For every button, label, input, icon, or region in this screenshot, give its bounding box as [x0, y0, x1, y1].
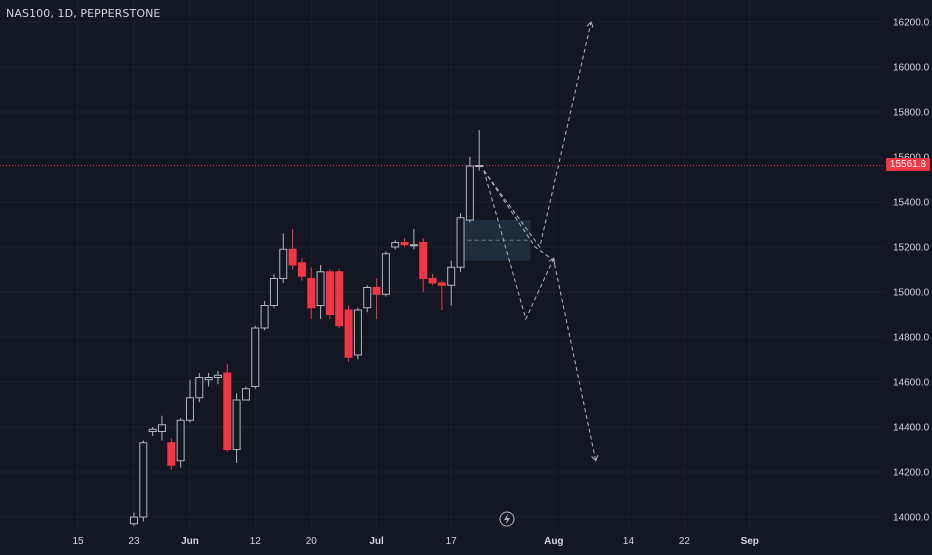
candle-body	[260, 305, 269, 329]
candle-body	[148, 428, 157, 432]
candle-body	[185, 397, 194, 421]
candle-body	[465, 165, 474, 221]
candle-body	[475, 165, 484, 168]
y-tick-label: 15800.0	[893, 108, 930, 119]
candle-body	[456, 217, 465, 268]
candle-body	[251, 327, 260, 387]
candle-body	[213, 374, 222, 378]
candle-body	[344, 309, 353, 358]
candle-body	[447, 266, 456, 286]
last-price-tag: 15561.8	[886, 158, 930, 171]
y-tick-label: 16200.0	[893, 18, 930, 29]
target-zone	[460, 220, 531, 261]
symbol-title: NAS100, 1D, PEPPERSTONE	[6, 7, 161, 20]
lightning-icon[interactable]	[499, 511, 515, 527]
projection-path	[483, 21, 592, 249]
x-tick-label: 23	[128, 536, 140, 547]
candle-body	[400, 242, 409, 246]
time-axis: 15 23 Jun 12 20 Jul 17 Aug 14 22 Sep	[72, 536, 758, 547]
candle-body	[419, 242, 428, 279]
x-tick-label: Aug	[544, 536, 563, 547]
candle-body	[279, 248, 288, 279]
candle-body	[157, 424, 166, 432]
candle-body	[129, 516, 138, 525]
candle-body	[269, 278, 278, 306]
candle-body	[223, 372, 232, 450]
y-tick-label: 16000.0	[893, 63, 930, 74]
candle-body	[297, 262, 306, 277]
projection-lines	[0, 21, 884, 462]
candle-body	[381, 253, 390, 295]
candle-body	[325, 271, 334, 315]
x-tick-label: 15	[72, 536, 84, 547]
candle-body	[307, 278, 316, 309]
grid	[0, 0, 884, 530]
price-axis: 14000.0 14200.0 14400.0 14600.0 14800.0 15000…	[893, 18, 930, 524]
y-tick-label: 15400.0	[893, 198, 930, 209]
candle-body	[139, 442, 148, 518]
candle-body	[288, 248, 297, 266]
candles	[129, 130, 484, 526]
x-tick-label: Jun	[181, 536, 199, 547]
x-tick-label: 22	[679, 536, 691, 547]
y-tick-label: 14000.0	[893, 513, 930, 524]
projection-path	[483, 170, 597, 461]
y-tick-label: 14600.0	[893, 378, 930, 389]
x-tick-label: 20	[306, 536, 318, 547]
candle-body	[437, 282, 446, 286]
candle-body	[391, 242, 400, 248]
candle-body	[428, 278, 437, 284]
x-tick-label: 12	[250, 536, 262, 547]
candle-body	[316, 271, 325, 306]
x-tick-label: 17	[446, 536, 458, 547]
y-tick-label: 14400.0	[893, 423, 930, 434]
y-tick-label: 14200.0	[893, 468, 930, 479]
projection-arrowhead	[586, 21, 594, 28]
projection-path	[483, 170, 555, 321]
candle-body	[335, 271, 344, 327]
candle-body	[353, 309, 362, 356]
projection-arrowhead	[548, 257, 556, 265]
candle-body	[363, 287, 372, 309]
candle-body	[176, 419, 185, 462]
x-tick-label: Jul	[369, 536, 384, 547]
candle-body	[409, 244, 418, 247]
candle-body	[232, 399, 241, 450]
y-tick-label: 15000.0	[893, 288, 930, 299]
candle-body	[241, 388, 250, 401]
y-tick-label: 15200.0	[893, 243, 930, 254]
y-tick-label: 14800.0	[893, 333, 930, 344]
x-tick-label: 14	[623, 536, 635, 547]
candle-body	[195, 377, 204, 399]
candle-body	[204, 377, 213, 381]
candle-body	[372, 287, 381, 295]
candle-body	[167, 442, 176, 466]
x-tick-label: Sep	[741, 536, 759, 547]
projection-arrowhead	[591, 454, 599, 462]
